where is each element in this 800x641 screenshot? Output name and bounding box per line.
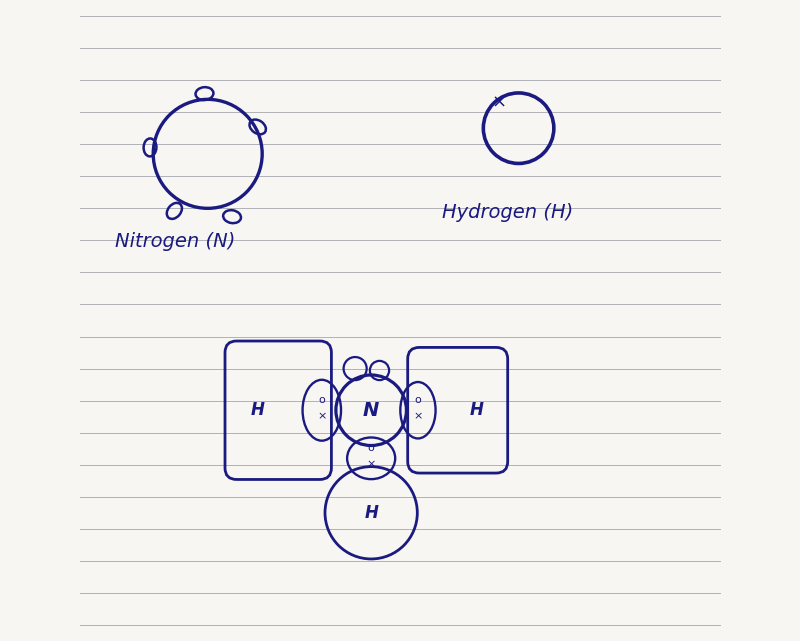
- Text: ×: ×: [414, 412, 422, 422]
- Text: o: o: [414, 395, 422, 405]
- Text: Nitrogen (N): Nitrogen (N): [114, 232, 235, 251]
- Text: H: H: [470, 401, 484, 419]
- Text: N: N: [363, 401, 379, 420]
- Text: ×: ×: [317, 412, 326, 422]
- Text: ×: ×: [366, 460, 376, 470]
- Text: o: o: [368, 443, 374, 453]
- Text: o: o: [318, 395, 325, 405]
- Text: H: H: [364, 504, 378, 522]
- Text: ×: ×: [492, 94, 507, 112]
- Text: H: H: [250, 401, 264, 419]
- Text: Hydrogen (H): Hydrogen (H): [442, 203, 573, 222]
